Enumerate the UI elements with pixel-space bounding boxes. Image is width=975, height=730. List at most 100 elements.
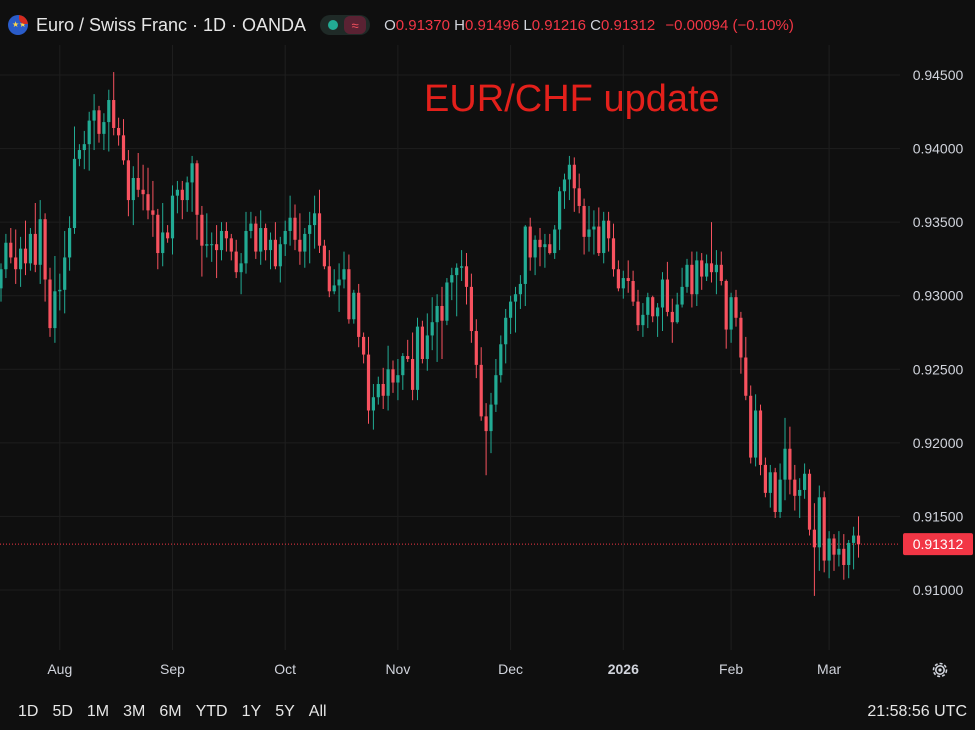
current-price-badge [903, 533, 973, 556]
candle-body [28, 233, 32, 264]
market-open-dot-icon [328, 20, 339, 30]
candle-body [739, 317, 743, 358]
x-tick-label: Feb [719, 661, 743, 677]
candle-body [19, 248, 23, 270]
y-tick-label: 0.92000 [913, 435, 964, 451]
candle-body [362, 336, 366, 355]
timeframe-button[interactable]: 6M [159, 703, 182, 720]
candle-body [58, 289, 62, 292]
candle-body [621, 278, 625, 289]
candle-body [567, 164, 571, 180]
candle-body [518, 283, 522, 295]
timeframe-button[interactable]: 3M [123, 703, 146, 720]
y-tick-label: 0.94500 [913, 67, 964, 83]
high-value: 0.91496 [464, 16, 520, 34]
candle-body [562, 179, 567, 192]
candle-body [577, 188, 581, 206]
candle-body [391, 369, 395, 383]
y-tick-label: 0.94000 [913, 141, 964, 157]
candle-body [474, 331, 478, 365]
candle-body [288, 217, 292, 231]
candle-body [415, 326, 420, 390]
open-value: 0.91370 [395, 16, 450, 34]
candle-body [136, 178, 140, 190]
candle-body [543, 244, 547, 248]
candle-body [660, 279, 665, 308]
timeframe-bar: 1D 5D 1M 3M 6M YTD 1Y 5Y All [18, 703, 341, 721]
candle-body [131, 178, 135, 201]
candle-body [582, 205, 586, 237]
candle-body [607, 220, 611, 239]
candle-body [4, 242, 8, 270]
y-tick-label: 0.91000 [913, 582, 964, 598]
market-status-pill[interactable]: ≈ [320, 15, 371, 35]
candle-body [616, 269, 620, 289]
candle-body [185, 182, 189, 201]
candle-body [611, 238, 616, 270]
timeframe-button[interactable]: 5D [52, 703, 73, 720]
timeframe-button[interactable]: 5Y [275, 703, 295, 720]
current-price-label: 0.91312 [913, 536, 964, 552]
candle-body [347, 269, 351, 320]
candle-body [420, 326, 424, 359]
candle-body [317, 213, 322, 246]
candle-body [783, 448, 787, 480]
y-tick-label: 0.93000 [913, 288, 964, 304]
timeframe-button[interactable]: 1D [18, 703, 39, 720]
candle-body [553, 229, 557, 254]
candle-body [602, 220, 606, 254]
utc-clock[interactable]: 21:58:56 UTC [867, 703, 967, 720]
candle-body [509, 301, 513, 318]
candle-body [513, 294, 518, 302]
ohlc-readout: O0.91370 H0.91496 L0.91216 C0.91312 −0.0… [384, 16, 794, 34]
candle-body [357, 292, 361, 337]
candle-body [744, 357, 748, 396]
timeframe-button[interactable]: All [308, 703, 327, 720]
candle-body [548, 244, 552, 254]
low-value: 0.91216 [531, 16, 586, 34]
x-tick-label: Sep [160, 661, 185, 677]
timeframe-button[interactable]: 1Y [241, 703, 262, 720]
candle-body [401, 356, 405, 376]
candle-body [842, 548, 846, 565]
candle-body [690, 264, 694, 295]
candle-body [832, 538, 836, 555]
candle-body [219, 230, 224, 251]
candle-body [308, 225, 312, 234]
candle-body [366, 354, 371, 411]
candle-body [190, 163, 194, 183]
chart-annotation: EUR/CHF update [424, 78, 720, 120]
candle-body [53, 291, 57, 329]
candle-body [244, 230, 248, 264]
candle-body [87, 120, 91, 145]
candle-body [812, 529, 816, 548]
candle-body [352, 292, 356, 320]
candle-body [528, 226, 532, 258]
timeframe-button[interactable]: 1M [86, 703, 110, 720]
candle-body [283, 230, 287, 245]
candle-body [224, 230, 228, 239]
candle-body [847, 542, 851, 565]
candle-body [141, 189, 145, 195]
candle-body [23, 248, 28, 264]
gear-icon[interactable] [930, 660, 950, 680]
candle-body [822, 497, 826, 561]
candle-body [758, 410, 763, 465]
candle-body [455, 267, 459, 276]
candle-body [386, 369, 390, 396]
candle-body [146, 194, 150, 211]
candle-body [587, 229, 591, 237]
candle-body [376, 384, 380, 398]
x-tick-label: Aug [47, 661, 72, 677]
symbol-title[interactable]: Euro / Swiss Franc · 1D · OANDA [36, 14, 307, 35]
candle-body [533, 239, 537, 258]
candle-body [337, 279, 341, 286]
y-tick-label: 0.91500 [913, 508, 964, 524]
candle-body [763, 464, 767, 493]
timeframe-button[interactable]: YTD [195, 703, 228, 720]
symbol-header[interactable]: ★★ Euro / Swiss Franc · 1D · OANDA ≈ O0.… [8, 10, 794, 40]
candle-body [411, 358, 415, 390]
candle-body [665, 279, 669, 312]
candle-body [558, 191, 562, 230]
